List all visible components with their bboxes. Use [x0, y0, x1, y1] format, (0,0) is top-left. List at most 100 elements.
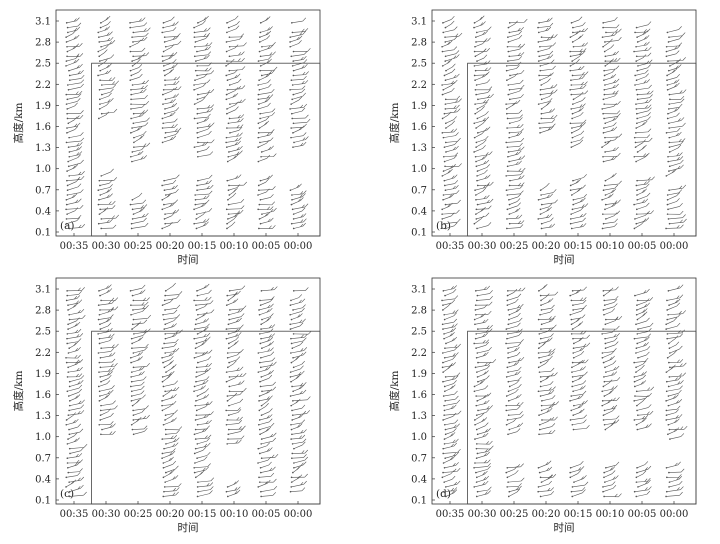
- wind-barb: [441, 87, 455, 96]
- wind-barb: [443, 180, 459, 187]
- wind-barb: [129, 17, 146, 24]
- wind-barb: [604, 172, 617, 182]
- wind-barb: [225, 92, 239, 101]
- wind-barb: [129, 284, 146, 292]
- wind-barb: [570, 103, 586, 110]
- wind-barb: [258, 44, 274, 53]
- wind-barb: [569, 394, 584, 402]
- wind-barb: [442, 16, 455, 24]
- wind-barb: [475, 328, 493, 335]
- wind-barb: [164, 426, 183, 431]
- wind-barb: [163, 360, 174, 369]
- wind-barb: [193, 27, 211, 34]
- x-tick-label: 00:35: [60, 241, 89, 252]
- wind-barb: [444, 343, 461, 350]
- x-tick-label: 00:10: [596, 241, 625, 252]
- wind-barb: [635, 120, 648, 129]
- wind-barb: [290, 218, 307, 225]
- wind-barb: [537, 26, 552, 34]
- wind-barb: [442, 442, 458, 450]
- wind-barb: [475, 351, 489, 359]
- wind-barb: [194, 195, 210, 201]
- wind-barb: [259, 30, 272, 38]
- wind-barb: [572, 197, 586, 206]
- wind-barb: [259, 66, 278, 72]
- wind-barb: [130, 222, 149, 230]
- wind-barb: [572, 299, 587, 306]
- wind-barb: [602, 355, 615, 364]
- wind-barb: [604, 58, 614, 67]
- wind-barb: [258, 97, 271, 105]
- wind-barb: [476, 54, 488, 62]
- wind-barb: [290, 423, 303, 431]
- wind-barb: [228, 78, 242, 86]
- wind-barb: [98, 102, 110, 110]
- wind-barb: [99, 21, 111, 29]
- wind-barb: [226, 73, 241, 82]
- wind-barb: [98, 49, 108, 58]
- wind-barb: [601, 32, 618, 38]
- wind-barb: [228, 313, 245, 321]
- wind-barb: [476, 290, 493, 297]
- wind-barb: [602, 126, 618, 134]
- wind-barb: [162, 460, 177, 469]
- wind-barb: [99, 179, 113, 187]
- wind-barb: [473, 412, 485, 421]
- wind-barb: [537, 213, 553, 220]
- wind-barb: [507, 376, 522, 383]
- wind-barb: [442, 82, 455, 91]
- wind-barb: [441, 59, 452, 67]
- wind-barb: [603, 371, 618, 378]
- wind-barb: [66, 290, 82, 297]
- wind-barb: [475, 392, 492, 397]
- panel-label: (d): [436, 488, 451, 500]
- wind-barb: [601, 398, 613, 407]
- wind-barb: [475, 475, 489, 483]
- wind-barb: [441, 209, 460, 215]
- wind-barb: [666, 112, 680, 120]
- wind-barb: [194, 413, 210, 421]
- wind-barb: [601, 139, 612, 148]
- wind-barb: [604, 78, 620, 86]
- wind-barb: [293, 461, 307, 469]
- wind-barb: [257, 366, 271, 373]
- wind-barb: [441, 46, 458, 53]
- wind-barb: [505, 401, 524, 407]
- wind-barb: [258, 35, 271, 43]
- wind-barb: [668, 341, 680, 350]
- wind-barb: [290, 333, 308, 340]
- wind-barb: [571, 489, 586, 498]
- wind-barb: [507, 56, 522, 62]
- y-tick-label: 1.6: [35, 390, 51, 401]
- wind-barb: [101, 88, 114, 96]
- wind-barb: [289, 183, 302, 192]
- wind-barb: [129, 47, 146, 53]
- wind-barb: [257, 102, 271, 110]
- wind-barb: [131, 58, 141, 67]
- wind-barb: [538, 466, 553, 474]
- wind-barb: [507, 342, 522, 350]
- y-axis-label: 高度/km: [12, 103, 25, 144]
- wind-barb: [441, 168, 453, 177]
- wind-barb: [508, 485, 522, 493]
- wind-barb: [635, 128, 652, 134]
- wind-barb: [569, 212, 587, 220]
- wind-barb: [506, 224, 524, 230]
- wind-barb: [97, 111, 110, 120]
- wind-barb: [130, 376, 147, 383]
- wind-barb: [100, 375, 112, 383]
- wind-barb: [227, 21, 240, 29]
- wind-barb: [604, 360, 617, 369]
- wind-barb: [668, 89, 687, 96]
- wind-barb: [68, 443, 88, 450]
- wind-barb: [475, 445, 494, 450]
- wind-barb: [260, 153, 277, 158]
- wind-barb: [538, 407, 553, 416]
- wind-barb: [132, 207, 145, 215]
- wind-barb: [569, 59, 580, 67]
- wind-barb: [508, 155, 526, 163]
- wind-barb: [226, 480, 239, 488]
- wind-barb: [668, 425, 688, 431]
- wind-barb: [97, 26, 111, 34]
- wind-barb: [163, 33, 181, 38]
